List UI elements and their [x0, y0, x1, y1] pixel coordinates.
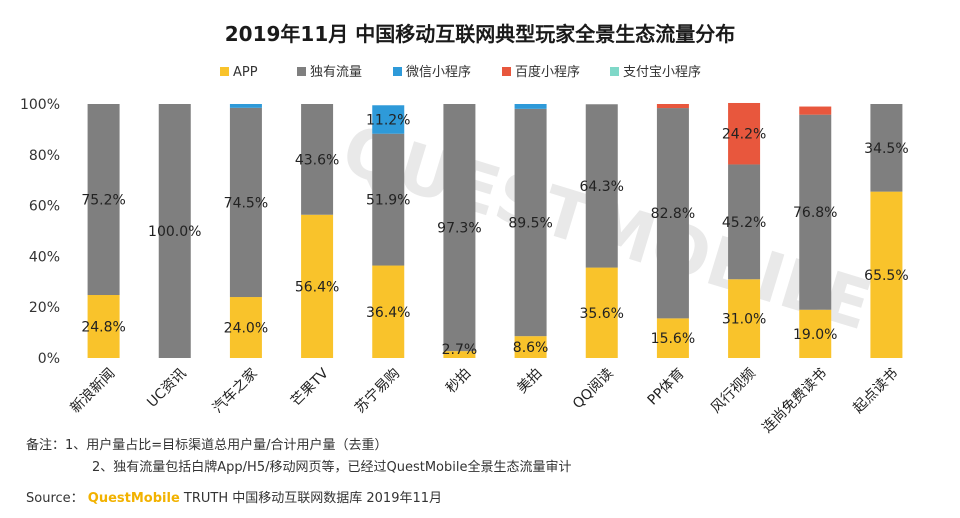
bar-segment: [372, 265, 405, 358]
data-label: 89.5%: [508, 215, 552, 231]
x-tick-label: 秒拍: [443, 366, 474, 397]
data-label: 24.8%: [81, 320, 125, 336]
x-tick-label: 起点读书: [850, 365, 902, 417]
bar-segment: [229, 297, 262, 358]
x-tick-label: 新浪新闻: [68, 366, 119, 417]
legend-label: 支付宝小程序: [623, 65, 701, 80]
data-label: 51.9%: [366, 193, 410, 209]
data-label: 24.2%: [722, 127, 766, 143]
x-tick-label: 苏宁易购: [351, 365, 403, 417]
source-line: Source： QuestMobile TRUTH 中国移动互联网数据库 201…: [26, 487, 442, 506]
bar-segment: [514, 108, 547, 337]
data-label: 82.8%: [651, 206, 695, 222]
bar-segment: [301, 214, 334, 358]
data-label: 97.3%: [437, 221, 481, 237]
x-tick-label: UC资讯: [144, 366, 189, 411]
bar-segment: [799, 114, 832, 310]
data-label: 45.2%: [722, 215, 766, 231]
data-label: 36.4%: [366, 305, 410, 321]
bar-segment: [372, 105, 405, 134]
bar-segment: [656, 318, 689, 358]
bar-segment: [728, 102, 761, 165]
data-label: 65.5%: [864, 268, 908, 284]
data-label: 76.8%: [793, 205, 837, 221]
bar-segment: [799, 309, 832, 358]
legend-label: 独有流量: [310, 65, 362, 80]
legend-swatch: [610, 67, 619, 76]
legend-swatch: [393, 67, 402, 76]
y-tick-label: 60%: [29, 199, 60, 215]
y-axis: 0% 20% 40% 60% 80% 100%: [20, 97, 60, 367]
source-prefix: Source：: [26, 491, 84, 506]
bar-segment: [87, 295, 120, 358]
data-label: 19.0%: [793, 327, 837, 343]
data-label: 74.5%: [224, 195, 268, 211]
data-label: 100.0%: [148, 224, 201, 240]
legend-swatch: [502, 67, 511, 76]
bars: 24.8% 75.2% 100.0% 24.0% 74.5% 56.4% 43.6% 36.4…: [81, 102, 909, 358]
data-label: 15.6%: [651, 331, 695, 347]
data-label: 43.6%: [295, 152, 339, 168]
bar-segment: [87, 104, 120, 296]
bar-segment: [656, 104, 689, 109]
bar-segment: [229, 104, 262, 108]
legend-label: 微信小程序: [406, 65, 471, 80]
legend-swatch: [297, 67, 306, 76]
bar-segment: [870, 104, 903, 192]
bar-segment: [301, 104, 334, 215]
x-tick-label: 连尚免费读书: [759, 365, 830, 436]
bar-segment: [514, 336, 547, 358]
source-text: TRUTH 中国移动互联网数据库 2019年11月: [183, 491, 443, 506]
bar-segment: [229, 107, 262, 298]
x-tick-label: 汽车之家: [209, 365, 261, 417]
source-brand: QuestMobile: [87, 491, 180, 506]
data-label: 35.6%: [580, 306, 624, 322]
bar-segment: [585, 267, 618, 358]
x-tick-label: 芒果TV: [288, 365, 332, 409]
footnote-1: 备注：1、用户量占比=目标渠道总用户量/合计用户量（去重）: [26, 438, 388, 453]
legend-swatch: [220, 67, 229, 76]
data-label: 34.5%: [864, 141, 908, 157]
data-label: 11.2%: [366, 112, 410, 128]
legend-label: 百度小程序: [515, 64, 580, 80]
bar-segment: [585, 104, 618, 268]
x-tick-label: 美拍: [514, 366, 545, 397]
data-label: 31.0%: [722, 312, 766, 328]
bar-segment: [158, 104, 191, 358]
bar-segment: [656, 108, 689, 319]
data-label: 75.2%: [81, 193, 125, 209]
legend: APP 独有流量 微信小程序 百度小程序 支付宝小程序: [220, 64, 701, 80]
bar-segment: [728, 279, 761, 358]
data-label: 8.6%: [513, 340, 549, 356]
legend-label: APP: [233, 65, 258, 80]
data-label: 24.0%: [224, 321, 268, 337]
bar-segment: [799, 106, 832, 115]
y-tick-label: 80%: [29, 148, 60, 164]
bar-segment: [870, 191, 903, 358]
y-tick-label: 0%: [38, 351, 60, 367]
x-tick-label: PP体育: [645, 366, 688, 409]
x-tick-label: 风行视频: [708, 366, 759, 417]
bar-segment: [728, 164, 761, 280]
x-tick-label: QQ阅读: [569, 365, 616, 412]
chart-title: 2019年11月 中国移动互联网典型玩家全景生态流量分布: [225, 22, 735, 46]
data-label: 56.4%: [295, 279, 339, 295]
bar-segment: [372, 133, 405, 266]
data-label: 64.3%: [580, 179, 624, 195]
bar-segment: [514, 104, 547, 109]
data-label: 2.7%: [442, 342, 478, 358]
footnote-2: 2、独有流量包括白牌App/H5/移动网页等，已经过QuestMobile全景生…: [92, 460, 572, 475]
bar-segment: [443, 104, 476, 352]
y-tick-label: 100%: [20, 97, 60, 113]
x-axis: 新浪新闻 UC资讯 汽车之家 芒果TV 苏宁易购 秒拍 美拍 QQ阅读 PP体育 风行视频 连尚免费…: [68, 365, 902, 436]
bar-segment: [443, 351, 476, 358]
y-tick-label: 40%: [29, 249, 60, 265]
y-tick-label: 20%: [29, 300, 60, 316]
